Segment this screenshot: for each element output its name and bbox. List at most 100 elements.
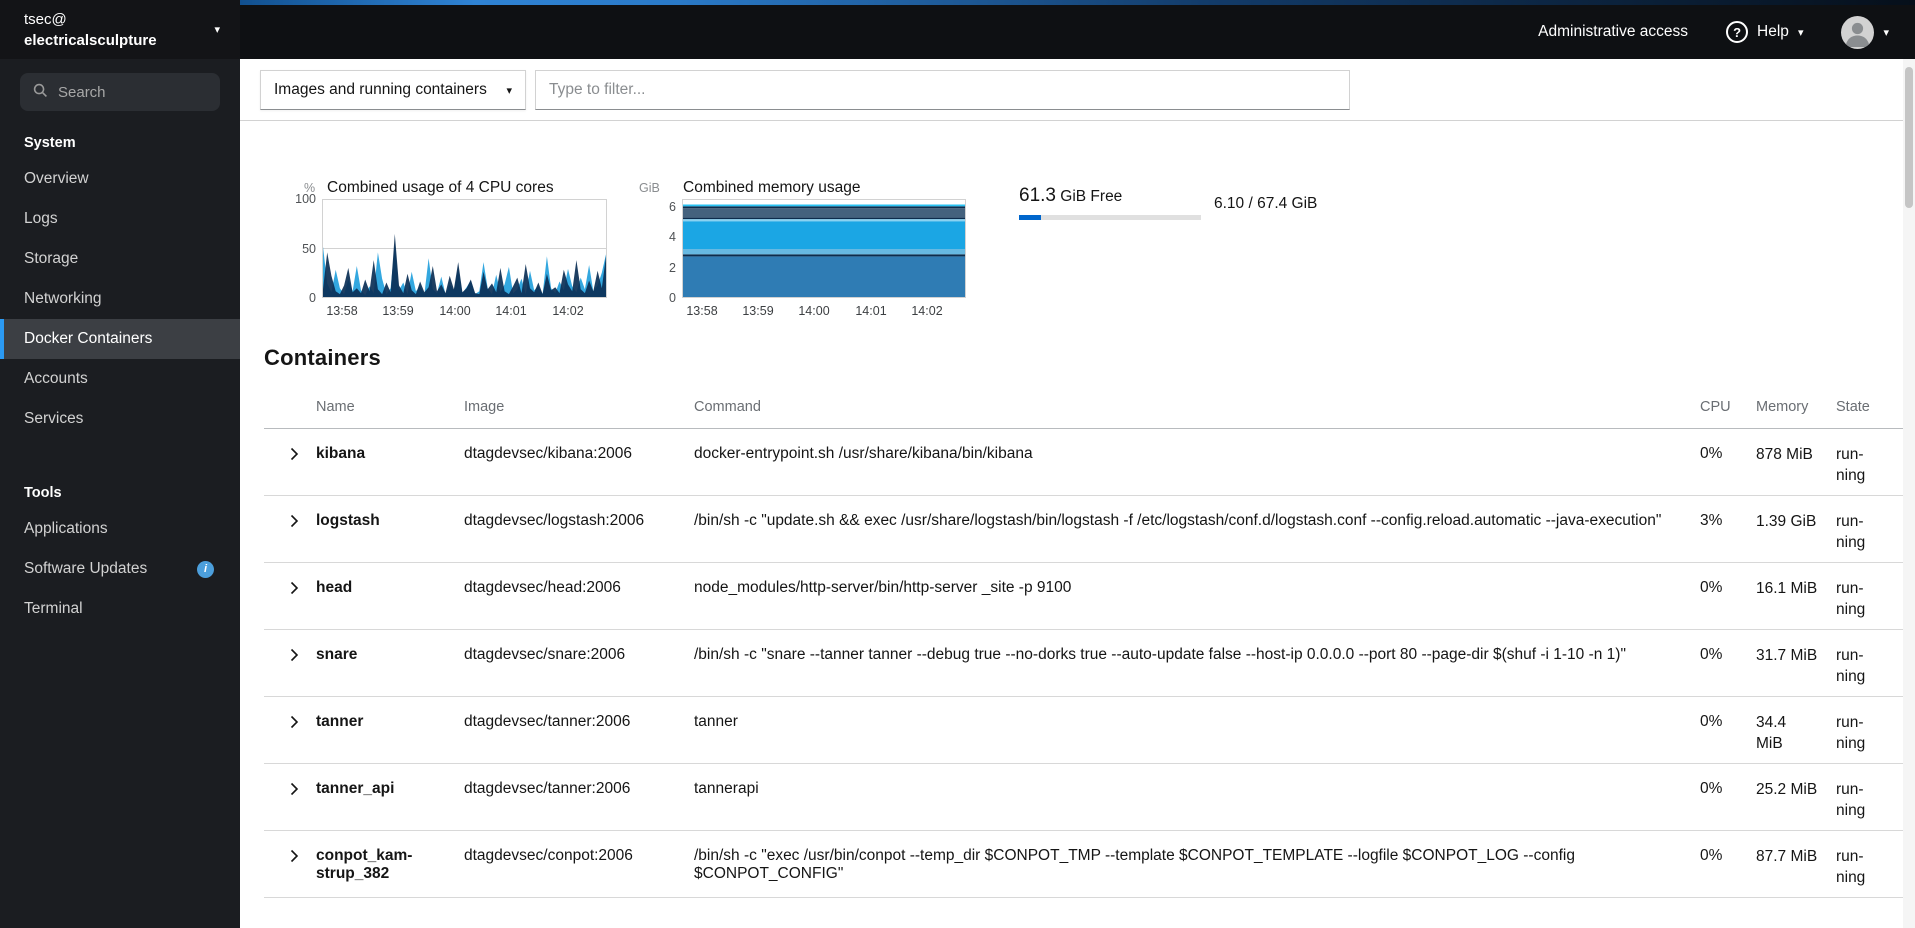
x-axis-tick: 14:00: [439, 304, 471, 318]
container-state-cell: run- ning: [1836, 446, 1866, 484]
container-name-cell: tanner: [316, 713, 364, 730]
container-image-cell: dtagdevsec/tanner:2006: [464, 713, 631, 730]
administrative-access-button[interactable]: Administrative access: [1538, 23, 1689, 40]
y-axis-tick: 0: [309, 291, 316, 305]
container-state-cell: run- ning: [1836, 781, 1866, 819]
sidebar-item-applications[interactable]: Applications: [0, 509, 240, 549]
memory-chart-title: Combined memory usage: [683, 179, 861, 196]
container-name-cell: tanner_api: [316, 780, 395, 797]
container-state-cell: run- ning: [1836, 714, 1866, 752]
scrollbar-thumb[interactable]: [1905, 67, 1913, 208]
container-cpu-cell: 0%: [1700, 445, 1723, 462]
sidebar-item-label: Storage: [24, 250, 79, 267]
memory-axis-unit: GiB: [639, 181, 660, 195]
sidebar-item-label: Docker Containers: [24, 330, 153, 347]
search-placeholder: Search: [58, 83, 106, 101]
sidebar-item-label: Applications: [24, 520, 108, 537]
expand-row-button[interactable]: [264, 647, 316, 663]
x-axis-tick: 14:02: [911, 304, 943, 318]
container-memory-cell: 878 MiB: [1756, 446, 1813, 463]
view-filter-select[interactable]: Images and running containers ▾: [260, 70, 526, 110]
expand-row-button[interactable]: [264, 513, 316, 529]
search-input[interactable]: Search: [20, 73, 220, 111]
sidebar-item-networking[interactable]: Networking: [0, 279, 240, 319]
expand-row-button[interactable]: [264, 580, 316, 596]
cpu-usage-chart: [322, 199, 607, 298]
memory-free-label: 61.3 GiB Free: [1019, 185, 1123, 206]
x-axis-tick: 14:00: [798, 304, 830, 318]
y-axis-tick: 4: [669, 230, 676, 244]
memory-y-axis-labels: 6 4 2 0: [640, 199, 676, 305]
y-axis-tick: 100: [295, 192, 316, 206]
expand-row-button[interactable]: [264, 446, 316, 462]
container-command-cell: node_modules/http-server/bin/http-server…: [694, 579, 1072, 596]
vertical-scrollbar[interactable]: [1903, 59, 1915, 928]
sidebar-item-accounts[interactable]: Accounts: [0, 359, 240, 399]
sidebar-item-software-updates[interactable]: Software Updates i: [0, 549, 240, 589]
chevron-right-icon: [290, 581, 299, 595]
memory-progress-fill: [1019, 215, 1041, 220]
container-command-cell: docker-entrypoint.sh /usr/share/kibana/b…: [694, 445, 1033, 462]
help-label: Help: [1757, 23, 1789, 40]
help-menu[interactable]: ? Help ▾: [1726, 21, 1803, 43]
nav-section-system: System Overview Logs Storage Networking Dock…: [0, 135, 240, 439]
cpu-axis-unit: %: [304, 181, 316, 195]
containers-heading: Containers: [264, 345, 381, 370]
container-state-cell: run- ning: [1836, 848, 1866, 886]
expand-row-button[interactable]: [264, 848, 316, 864]
container-memory-cell: 16.1 MiB: [1756, 580, 1818, 597]
container-command-cell: /bin/sh -c "exec /usr/bin/conpot --temp_…: [694, 847, 1575, 882]
sidebar-item-storage[interactable]: Storage: [0, 239, 240, 279]
column-header-state: State: [1836, 399, 1870, 415]
sidebar-item-services[interactable]: Services: [0, 399, 240, 439]
cpu-chart-title: Combined usage of 4 CPU cores: [327, 179, 554, 196]
user-menu[interactable]: ▾: [1841, 15, 1889, 49]
x-axis-tick: 13:59: [382, 304, 414, 318]
sidebar-item-terminal[interactable]: Terminal: [0, 589, 240, 629]
table-row[interactable]: snare dtagdevsec/snare:2006/bin/sh -c "sn…: [264, 630, 1904, 697]
table-row[interactable]: tanner dtagdevsec/tanner:2006 tanner 0% 34.4…: [264, 697, 1904, 764]
table-row[interactable]: tanner_api dtagdevsec/tanner:2006 tannerap…: [264, 764, 1904, 831]
chevron-down-icon: ▾: [214, 24, 220, 36]
column-header-memory: Memory: [1756, 399, 1809, 415]
chevron-right-icon: [290, 447, 299, 461]
host-switcher[interactable]: tsec@ electricalsculpture ▾: [0, 0, 240, 59]
sidebar-item-label: Terminal: [24, 600, 83, 617]
x-axis-tick: 14:01: [855, 304, 887, 318]
container-image-cell: dtagdevsec/logstash:2006: [464, 512, 645, 529]
sidebar-item-label: Software Updates: [24, 560, 148, 577]
chevron-right-icon: [290, 782, 299, 796]
container-image-cell: dtagdevsec/tanner:2006: [464, 780, 631, 797]
container-memory-cell: 34.4 MiB: [1756, 714, 1787, 752]
container-name-cell: kibana: [316, 445, 366, 462]
container-cpu-cell: 0%: [1700, 847, 1723, 864]
container-name-cell: logstash: [316, 512, 380, 529]
sidebar-nav: System Overview Logs Storage Networking Dock…: [0, 135, 240, 629]
masthead-accent-bar: [240, 0, 1915, 5]
container-image-cell: dtagdevsec/conpot:2006: [464, 847, 633, 864]
filter-input[interactable]: [535, 70, 1350, 110]
y-axis-tick: 50: [302, 242, 316, 256]
chevron-down-icon: ▾: [1883, 26, 1889, 39]
sidebar-item-overview[interactable]: Overview: [0, 159, 240, 199]
y-axis-tick: 6: [669, 200, 676, 214]
container-name-cell: snare: [316, 646, 358, 663]
sidebar-item-docker-containers[interactable]: Docker Containers: [0, 319, 240, 359]
table-row[interactable]: kibana dtagdevsec/kibana:2006 docker-entry…: [264, 429, 1904, 496]
sidebar-item-label: Networking: [24, 290, 102, 307]
memory-progress-bar: [1019, 215, 1201, 220]
nav-section-tools: Tools Applications Software Updates i Termi…: [0, 485, 240, 629]
table-row[interactable]: conpot_kam- strup_382 dtagdevsec/conpot:2…: [264, 831, 1904, 898]
column-header-cpu: CPU: [1700, 399, 1731, 415]
sidebar-item-logs[interactable]: Logs: [0, 199, 240, 239]
table-row[interactable]: head dtagdevsec/head:2006 node_modules/htt…: [264, 563, 1904, 630]
table-row[interactable]: logstash dtagdevsec/logstash:2006/bin/sh …: [264, 496, 1904, 563]
container-cpu-cell: 0%: [1700, 646, 1723, 663]
column-header-command: Command: [694, 399, 761, 415]
container-command-cell: /bin/sh -c "update.sh && exec /usr/share…: [694, 512, 1662, 529]
x-axis-tick: 13:58: [686, 304, 718, 318]
expand-row-button[interactable]: [264, 781, 316, 797]
x-axis-tick: 14:01: [495, 304, 527, 318]
expand-row-button[interactable]: [264, 714, 316, 730]
cpu-y-axis-labels: 100 50 0: [280, 192, 316, 305]
